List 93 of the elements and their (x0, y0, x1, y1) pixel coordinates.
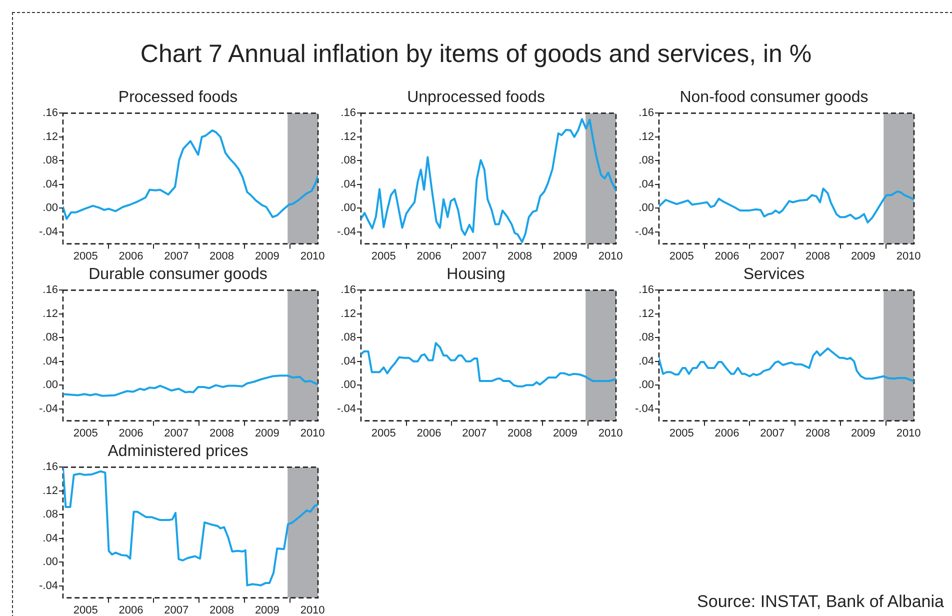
x-tick-label: 2010 (598, 250, 623, 262)
y-tick-label: .08 (638, 332, 654, 344)
y-tick-label: .12 (638, 130, 654, 143)
y-tick-label: -.04 (336, 402, 356, 415)
x-tick-label: 2006 (714, 427, 740, 440)
y-tick-label: .00 (340, 379, 356, 392)
y-tick-label: .12 (340, 308, 356, 320)
x-tick-label: 2007 (760, 427, 785, 440)
x-tick-label: 2010 (300, 427, 325, 440)
x-tick-label: 2010 (896, 427, 921, 440)
y-tick-label: .16 (340, 284, 356, 296)
y-tick-label: .08 (340, 154, 356, 167)
x-tick-label: 2007 (462, 427, 487, 440)
x-tick-label: 2009 (850, 250, 876, 262)
x-tick-label: 2010 (300, 250, 325, 262)
x-tick-label: 2008 (210, 604, 234, 616)
x-tick-label: 2008 (508, 250, 532, 262)
x-tick-label: 2006 (118, 427, 144, 440)
y-tick-label: .00 (340, 202, 356, 214)
y-tick-label: .08 (340, 332, 356, 344)
x-tick-label: 2008 (806, 427, 830, 440)
y-tick-label: .00 (638, 202, 654, 214)
source-note: Source: INSTAT, Bank of Albania (697, 592, 944, 612)
x-tick-label: 2006 (416, 427, 442, 440)
x-tick-label: 2008 (210, 427, 234, 440)
x-tick-label: 2006 (416, 250, 442, 262)
y-tick-label: -.04 (634, 402, 654, 415)
y-tick-label: .04 (340, 355, 356, 368)
y-tick-label: .04 (638, 355, 654, 368)
y-tick-label: .08 (42, 332, 58, 344)
x-tick-label: 2009 (254, 250, 280, 262)
chart-title: Housing (446, 266, 506, 284)
y-tick-label: .16 (42, 284, 58, 296)
y-tick-label: .00 (638, 379, 654, 392)
y-tick-label: .00 (42, 556, 58, 568)
x-tick-label: 2009 (254, 427, 280, 440)
chart-title: Administered prices (108, 443, 248, 460)
y-tick-label: .04 (638, 178, 654, 190)
x-tick-label: 2010 (300, 604, 325, 616)
y-tick-label: .04 (42, 355, 58, 368)
y-tick-label: .04 (340, 178, 356, 190)
x-tick-label: 2005 (371, 427, 396, 440)
x-tick-label: 2010 (896, 250, 921, 262)
x-tick-label: 2008 (508, 427, 532, 440)
x-tick-label: 2007 (164, 427, 189, 440)
x-tick-label: 2005 (669, 250, 694, 262)
x-tick-label: 2006 (118, 250, 144, 262)
x-tick-label: 2007 (760, 250, 785, 262)
y-tick-label: .12 (638, 308, 654, 320)
x-tick-label: 2005 (669, 427, 694, 440)
y-tick-label: .12 (42, 308, 58, 320)
x-tick-label: 2009 (254, 604, 280, 616)
x-tick-label: 2006 (118, 604, 144, 616)
y-tick-label: -.04 (38, 226, 58, 238)
x-tick-label: 2006 (714, 250, 740, 262)
y-tick-label: .16 (638, 284, 654, 296)
x-tick-label: 2008 (210, 250, 234, 262)
y-tick-label: .16 (42, 461, 58, 474)
y-tick-label: .08 (42, 154, 58, 167)
x-tick-label: 2005 (73, 604, 98, 616)
chart-title: Services (743, 266, 805, 284)
y-tick-label: .08 (42, 508, 58, 521)
y-tick-label: -.04 (634, 226, 654, 238)
y-tick-label: .12 (42, 484, 58, 497)
y-tick-label: .12 (340, 130, 356, 143)
y-tick-label: .04 (42, 532, 58, 544)
x-tick-label: 2009 (552, 250, 578, 262)
y-tick-label: .00 (42, 379, 58, 392)
y-tick-label: .04 (42, 178, 58, 190)
x-tick-label: 2007 (164, 604, 189, 616)
x-tick-label: 2010 (598, 427, 623, 440)
x-tick-label: 2005 (73, 250, 98, 262)
x-tick-label: 2009 (552, 427, 578, 440)
y-tick-label: .16 (340, 107, 356, 120)
x-tick-label: 2005 (73, 427, 98, 440)
y-tick-label: .12 (42, 130, 58, 143)
y-tick-label: .16 (42, 107, 58, 120)
y-tick-label: -.04 (336, 226, 356, 238)
text: Chart 7 Annual inflation by items of goods and services, in % (139, 40, 813, 69)
x-tick-label: 2008 (806, 250, 830, 262)
chart-title: Durable consumer goods (88, 266, 268, 284)
x-tick-label: 2007 (462, 250, 487, 262)
chart-title: Non-food consumer goods (680, 89, 868, 106)
chart-title: Processed foods (118, 89, 238, 106)
y-tick-label: .08 (638, 154, 654, 167)
y-tick-label: .16 (638, 107, 654, 120)
x-tick-label: 2005 (371, 250, 396, 262)
y-tick-label: -.04 (38, 402, 58, 415)
x-tick-label: 2009 (850, 427, 876, 440)
chart-title: Unprocessed foods (407, 89, 545, 106)
y-tick-label: .00 (42, 202, 58, 214)
x-tick-label: 2007 (164, 250, 189, 262)
y-tick-label: -.04 (38, 580, 58, 592)
